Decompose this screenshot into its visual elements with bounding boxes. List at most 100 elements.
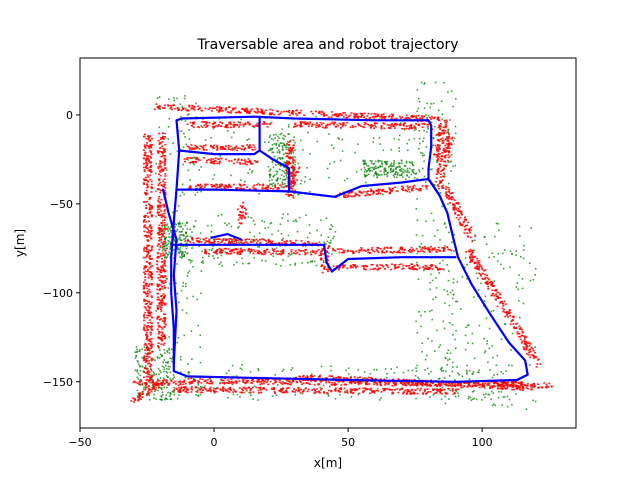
obstacle-point	[436, 134, 439, 136]
obstacle-point	[148, 257, 151, 259]
obstacle-point	[286, 387, 288, 390]
obstacle-point	[143, 266, 146, 269]
traversable-point	[208, 249, 211, 251]
obstacle-point	[490, 280, 493, 283]
traversable-point	[369, 169, 372, 172]
traversable-point	[363, 166, 366, 169]
traversable-point	[383, 167, 386, 170]
obstacle-point	[326, 392, 329, 395]
traversable-point	[170, 226, 172, 229]
obstacle-point	[256, 110, 259, 112]
obstacle-point	[218, 161, 221, 164]
obstacle-point	[164, 143, 167, 146]
obstacle-point	[294, 174, 297, 176]
obstacle-point	[143, 169, 146, 171]
obstacle-point	[449, 142, 452, 144]
obstacle-point	[164, 275, 167, 277]
obstacle-point	[151, 215, 153, 218]
traversable-point	[285, 146, 287, 148]
obstacle-point	[335, 126, 338, 128]
traversable-point	[413, 172, 415, 175]
traversable-point	[168, 282, 171, 285]
obstacle-point	[344, 114, 347, 116]
traversable-point	[161, 336, 163, 339]
obstacle-point	[401, 185, 404, 188]
traversable-point	[511, 332, 514, 335]
obstacle-point	[439, 123, 442, 125]
obstacle-point	[161, 161, 164, 163]
obstacle-point	[220, 183, 223, 185]
obstacle-point	[310, 125, 313, 127]
obstacle-point	[439, 173, 442, 175]
obstacle-point	[300, 383, 303, 385]
obstacle-point	[457, 210, 460, 212]
obstacle-point	[215, 124, 218, 127]
obstacle-point	[406, 185, 409, 187]
obstacle-point	[330, 384, 333, 386]
obstacle-point	[196, 145, 198, 148]
traversable-point	[471, 372, 474, 375]
traversable-point	[188, 371, 191, 374]
obstacle-point	[488, 278, 491, 281]
obstacle-point	[228, 106, 231, 108]
obstacle-point	[163, 296, 166, 298]
obstacle-point	[291, 172, 293, 175]
obstacle-point	[234, 107, 237, 109]
obstacle-point	[182, 108, 185, 111]
traversable-point	[240, 179, 242, 182]
traversable-point	[248, 391, 250, 394]
traversable-point	[450, 90, 453, 92]
obstacle-point	[209, 161, 212, 164]
obstacle-point	[201, 109, 204, 112]
traversable-point	[319, 219, 322, 221]
traversable-point	[169, 357, 172, 360]
obstacle-point	[217, 124, 220, 126]
obstacle-point	[450, 143, 453, 146]
obstacle-point	[439, 385, 442, 387]
obstacle-point	[315, 126, 318, 129]
obstacle-point	[528, 341, 531, 344]
obstacle-point	[193, 160, 196, 163]
obstacle-point	[270, 112, 273, 114]
obstacle-point	[150, 326, 153, 329]
obstacle-point	[356, 113, 359, 115]
obstacle-point	[205, 123, 208, 125]
obstacle-point	[234, 147, 236, 150]
traversable-point	[519, 316, 521, 319]
traversable-point	[166, 372, 169, 374]
obstacle-point	[158, 237, 161, 239]
traversable-point	[251, 170, 254, 172]
traversable-point	[369, 372, 372, 375]
traversable-point	[505, 370, 507, 372]
obstacle-point	[503, 387, 506, 389]
obstacle-point	[251, 149, 254, 151]
obstacle-point	[150, 359, 153, 362]
obstacle-point	[532, 385, 535, 388]
obstacle-point	[143, 246, 146, 249]
obstacle-point	[202, 389, 204, 391]
traversable-point	[432, 144, 434, 147]
obstacle-point	[490, 294, 493, 297]
traversable-point	[174, 240, 176, 242]
obstacle-point	[246, 109, 249, 111]
traversable-point	[297, 194, 299, 196]
obstacle-point	[164, 287, 167, 289]
traversable-point	[233, 131, 235, 134]
obstacle-point	[216, 387, 219, 389]
obstacle-point	[262, 184, 265, 187]
obstacle-point	[143, 226, 146, 228]
obstacle-point	[252, 144, 255, 146]
traversable-point	[509, 250, 512, 252]
obstacle-point	[443, 150, 446, 153]
obstacle-point	[446, 159, 449, 162]
obstacle-point	[232, 162, 235, 165]
obstacle-point	[146, 179, 149, 182]
traversable-point	[280, 142, 282, 144]
traversable-point	[160, 230, 163, 232]
obstacle-point	[351, 191, 354, 193]
obstacle-point	[163, 212, 166, 215]
obstacle-point	[345, 117, 348, 119]
traversable-point	[183, 97, 186, 100]
obstacle-point	[160, 189, 163, 192]
traversable-point	[228, 369, 230, 372]
